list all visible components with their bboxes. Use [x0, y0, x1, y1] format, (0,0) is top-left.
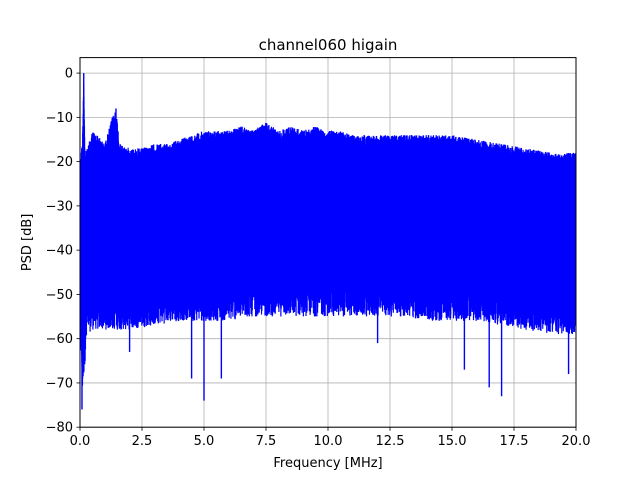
- x-tick-label: 20.0: [562, 434, 591, 449]
- y-axis-label: PSD [dB]: [20, 214, 35, 272]
- x-tick-label: 2.5: [132, 434, 153, 449]
- y-tick-label: −30: [46, 199, 73, 214]
- y-tick-label: −50: [46, 288, 73, 303]
- y-tick-label: −10: [46, 111, 73, 126]
- psd-trace: [80, 84, 576, 386]
- y-tick-label: 0: [65, 67, 73, 82]
- y-tick-label: −40: [46, 244, 73, 259]
- y-tick-label: −60: [46, 332, 73, 347]
- series-psd: [80, 73, 576, 410]
- x-tick-label: 12.5: [376, 434, 405, 449]
- x-tick-label: 17.5: [500, 434, 529, 449]
- x-tick-label: 10.0: [314, 434, 343, 449]
- y-tick-label: −70: [46, 376, 73, 391]
- x-tick-label: 7.5: [256, 434, 277, 449]
- y-tick-label: −80: [46, 421, 73, 436]
- x-tick-label: 5.0: [194, 434, 215, 449]
- y-axis-ticks: 0 −10 −20 −30 −40 −50 −60 −70 −80: [46, 67, 80, 436]
- x-axis-ticks: 0.0 2.5 5.0 7.5 10.0 12.5 15.0 17.5 20.0: [70, 427, 591, 449]
- x-tick-label: 0.0: [70, 434, 91, 449]
- y-tick-label: −20: [46, 155, 73, 170]
- x-axis-label: Frequency [MHz]: [273, 456, 382, 471]
- x-tick-label: 15.0: [438, 434, 467, 449]
- chart-title: channel060 higain: [259, 36, 398, 54]
